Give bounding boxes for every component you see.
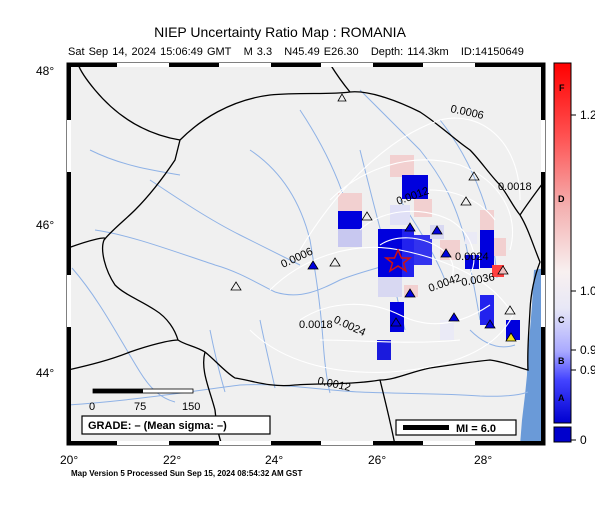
colorbar-letter: A bbox=[558, 393, 565, 403]
lon-label: 22° bbox=[163, 453, 181, 467]
station-marker bbox=[230, 281, 242, 291]
station-marker bbox=[404, 288, 416, 298]
scale-label: 0 bbox=[89, 401, 95, 413]
colorbar-value: 0.9 bbox=[580, 363, 595, 377]
contours bbox=[249, 117, 521, 373]
station-marker bbox=[440, 248, 452, 258]
station-marker bbox=[448, 312, 460, 322]
scale-bar: 0 75 150 bbox=[89, 388, 200, 413]
station-marker bbox=[497, 265, 509, 275]
grade-text: GRADE: – (Mean sigma: –) bbox=[88, 420, 227, 432]
station-marker bbox=[431, 225, 443, 235]
lon-label: 26° bbox=[368, 453, 386, 467]
mi-legend: MI = 6.0 bbox=[395, 419, 517, 436]
event-datetime: Sat Sep 14, 2024 15:06:49 GMT bbox=[68, 46, 232, 58]
lat-label: 44° bbox=[36, 366, 54, 380]
map-title: NIEP Uncertainty Ratio Map : ROMANIA bbox=[154, 24, 406, 40]
contour-label: 0.0036 bbox=[460, 271, 495, 289]
colorbar-value: 0.9 bbox=[580, 343, 595, 357]
grade-box: GRADE: – (Mean sigma: –) bbox=[81, 415, 271, 435]
lat-label: 46° bbox=[36, 218, 54, 232]
event-info: Sat Sep 14, 2024 15:06:49 GMT M 3.3 N45.… bbox=[68, 46, 524, 58]
station-marker bbox=[484, 319, 496, 329]
event-magnitude: M 3.3 bbox=[243, 46, 273, 58]
processing-footer: Map Version 5 Processed Sun Sep 15, 2024… bbox=[71, 469, 303, 478]
colorbar-value: 0 bbox=[580, 433, 587, 447]
station-marker bbox=[329, 257, 341, 267]
epicenter-star bbox=[383, 248, 413, 273]
frame-ticks bbox=[67, 63, 545, 445]
mi-legend-text: MI = 6.0 bbox=[456, 423, 496, 435]
colorbar-letter: D bbox=[558, 194, 565, 204]
contour-label: 0.0018 bbox=[299, 319, 333, 331]
station-marker bbox=[460, 196, 472, 206]
contour-label: 0.0018 bbox=[498, 181, 532, 193]
station-marker bbox=[468, 171, 480, 181]
colorbar-letter: C bbox=[558, 315, 565, 325]
event-location: N45.49 E26.30 bbox=[284, 46, 359, 58]
station-marker bbox=[390, 317, 402, 327]
uncertainty-grid bbox=[338, 155, 520, 360]
colorbar: F D C B A 1.2 1.0 0.9 0.9 0 bbox=[553, 62, 595, 447]
colorbar-value: 1.2 bbox=[580, 108, 595, 122]
scale-label: 150 bbox=[182, 401, 200, 413]
lat-labels: 48° 46° 44° bbox=[36, 64, 54, 380]
scale-label: 75 bbox=[134, 401, 146, 413]
station-marker bbox=[504, 305, 516, 315]
lon-label: 24° bbox=[265, 453, 283, 467]
colorbar-letter: B bbox=[558, 356, 565, 366]
colorbar-letter: F bbox=[559, 83, 565, 93]
station-marker bbox=[361, 211, 373, 221]
station-marker bbox=[404, 222, 416, 232]
lon-label: 20° bbox=[60, 453, 78, 467]
rivers bbox=[67, 89, 529, 406]
contour-label: 0.0024 bbox=[455, 251, 489, 263]
event-depth: Depth: 114.3km bbox=[370, 46, 449, 58]
colorbar-value: 1.0 bbox=[580, 284, 595, 298]
lon-labels: 20° 22° 24° 26° 28° bbox=[60, 453, 492, 467]
event-id: ID:14150649 bbox=[460, 46, 524, 58]
station-marker bbox=[505, 332, 517, 342]
country-borders bbox=[67, 63, 546, 446]
black-sea bbox=[520, 268, 545, 445]
lat-label: 48° bbox=[36, 64, 54, 78]
station-marker bbox=[337, 93, 347, 102]
stations bbox=[230, 93, 517, 342]
station-marker bbox=[307, 260, 319, 270]
lon-label: 28° bbox=[474, 453, 492, 467]
